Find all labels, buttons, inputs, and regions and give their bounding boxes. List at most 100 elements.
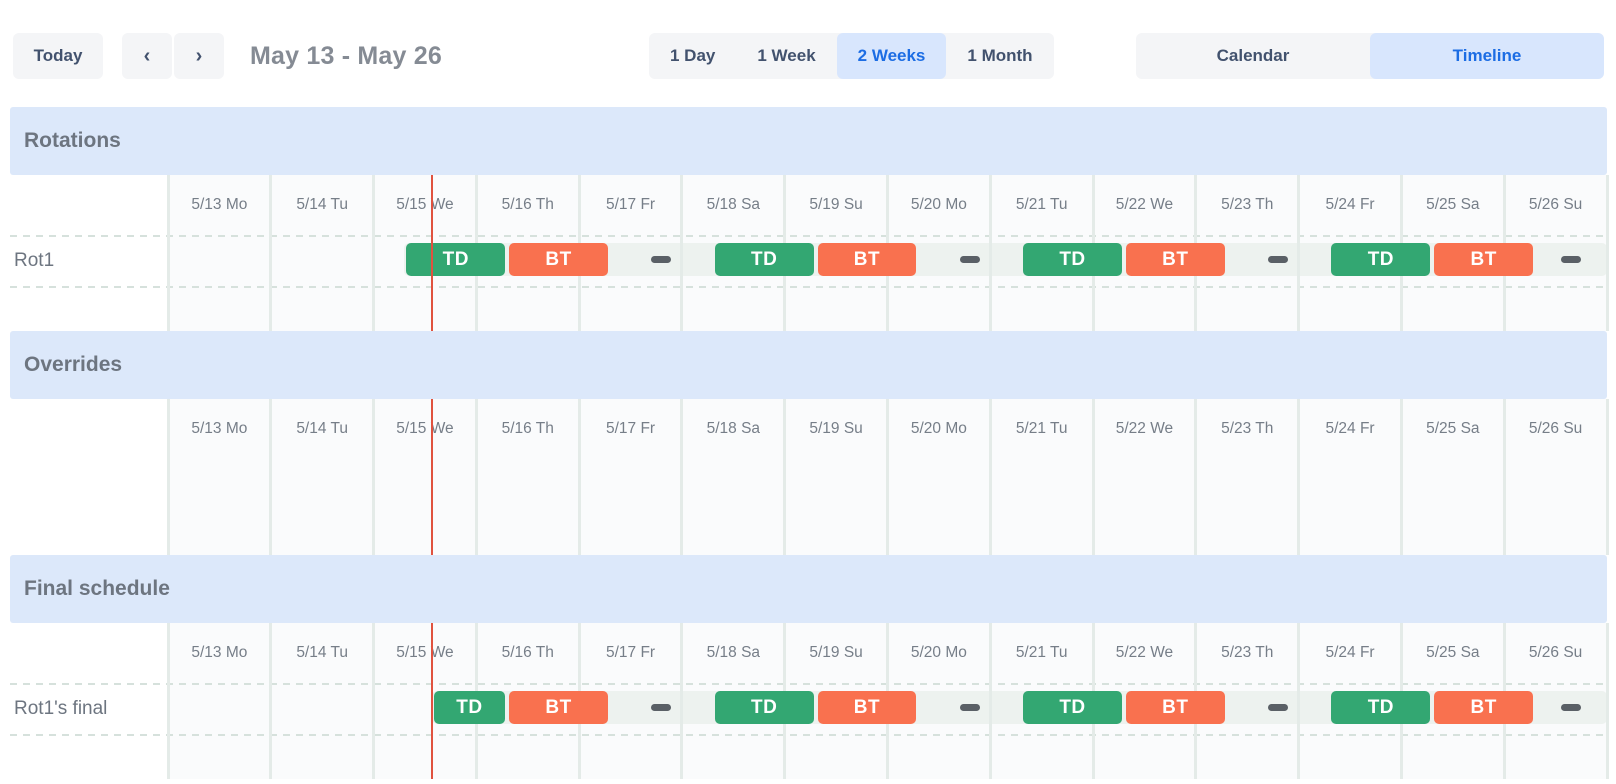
shift-bar-td[interactable]: TD [433, 691, 506, 724]
shift-bar-td[interactable]: TD [1331, 691, 1431, 724]
grid-line [269, 623, 273, 779]
grid-line [1297, 623, 1301, 779]
section-title: Overrides [24, 353, 123, 376]
view-option-calendar[interactable]: Calendar [1136, 33, 1370, 79]
day-header: 5/23 Th [1221, 644, 1274, 661]
shift-bar-bt[interactable]: BT [817, 243, 917, 276]
gap-dash-icon [1561, 704, 1582, 711]
grid-line [1297, 175, 1301, 331]
shift-bar-td[interactable]: TD [1331, 243, 1431, 276]
shift-bar-bt[interactable]: BT [1434, 691, 1534, 724]
row-divider-dashed [10, 286, 1607, 288]
day-header: 5/22 We [1115, 420, 1174, 437]
day-header: 5/18 Sa [706, 196, 761, 213]
shift-bar-td[interactable]: TD [406, 243, 506, 276]
day-header: 5/19 Su [809, 644, 863, 661]
day-header: 5/19 Su [809, 420, 863, 437]
day-header: 5/26 Su [1528, 420, 1583, 437]
grid-line [680, 399, 684, 555]
section-header-overrides: Overrides [10, 331, 1607, 399]
gap-dash-icon [651, 704, 672, 711]
day-header: 5/13 Mo [191, 644, 248, 661]
section-rotations: Rotations 5/13 Mo 5/14 Tu 5/15 We 5/16 Th 5/1… [0, 107, 1616, 331]
grid-line [1502, 399, 1506, 555]
grid-line [166, 175, 170, 331]
day-header: 5/16 Th [501, 644, 554, 661]
day-header: 5/20 Mo [910, 196, 967, 213]
grid-line [269, 175, 273, 331]
section-overrides: Overrides 5/13 Mo 5/14 Tu 5/15 We 5/16 Th 5/1… [0, 331, 1616, 555]
grid-line [577, 399, 581, 555]
shift-bar-bt[interactable]: BT [1434, 243, 1534, 276]
day-header: 5/24 Fr [1325, 196, 1375, 213]
day-header: 5/25 Sa [1426, 644, 1480, 661]
day-header: 5/14 Tu [296, 196, 349, 213]
day-header: 5/22 We [1115, 644, 1174, 661]
shift-bar-td[interactable]: TD [1023, 243, 1122, 276]
zoom-option-1-day[interactable]: 1 Day [649, 33, 736, 79]
grid-line [886, 399, 889, 555]
shift-bar-bt[interactable]: BT [817, 691, 917, 724]
view-option-timeline[interactable]: Timeline [1370, 33, 1604, 79]
grid-line [474, 399, 478, 555]
grid-line [372, 175, 376, 331]
day-header: 5/21 Tu [1015, 420, 1068, 437]
shift-bar-td[interactable]: TD [1023, 691, 1122, 724]
chevron-left-icon[interactable]: ‹ [122, 33, 172, 79]
section-title: Rotations [24, 129, 121, 152]
gap-dash-icon [959, 704, 980, 711]
day-header: 5/25 Sa [1426, 196, 1480, 213]
day-header: 5/25 Sa [1426, 420, 1480, 437]
section-grid: 5/13 Mo 5/14 Tu 5/15 We 5/16 Th 5/17 Fr 5/18 … [0, 175, 1616, 331]
day-header: 5/17 Fr [605, 420, 656, 437]
day-header: 5/26 Su [1528, 644, 1583, 661]
day-header: 5/20 Mo [910, 644, 967, 661]
grid-line [1605, 623, 1609, 779]
day-header: 5/17 Fr [605, 196, 656, 213]
zoom-option-2-weeks[interactable]: 2 Weeks [836, 33, 947, 79]
section-grid: 5/13 Mo 5/14 Tu 5/15 We 5/16 Th 5/17 Fr 5/18 … [0, 623, 1616, 779]
day-header: 5/13 Mo [191, 420, 248, 437]
day-header: 5/14 Tu [296, 420, 349, 437]
day-header: 5/26 Su [1528, 196, 1583, 213]
gap-dash-icon [1268, 704, 1289, 711]
grid-line [680, 175, 684, 331]
shift-bar-bt[interactable]: BT [509, 243, 608, 276]
gap-dash-icon [1268, 256, 1289, 263]
day-header: 5/24 Fr [1325, 644, 1375, 661]
day-header: 5/17 Fr [605, 644, 656, 661]
day-header: 5/16 Th [501, 196, 554, 213]
now-indicator [430, 175, 433, 331]
grid-line [1399, 399, 1403, 555]
view-mode-group: Calendar Timeline [1136, 33, 1604, 79]
day-header: 5/15 We [396, 644, 454, 661]
row-label: Rot1's final [14, 697, 108, 719]
day-header: 5/14 Tu [296, 644, 349, 661]
today-button[interactable]: Today [13, 33, 103, 79]
now-indicator [430, 623, 433, 779]
day-header: 5/18 Sa [706, 644, 761, 661]
date-range-title: May 13 - May 26 [250, 41, 442, 70]
shift-bar-bt[interactable]: BT [509, 691, 608, 724]
shift-bar-bt[interactable]: BT [1125, 691, 1225, 724]
day-header: 5/24 Fr [1325, 420, 1375, 437]
toolbar: Today ‹ › May 13 - May 26 1 Day 1 Week 2… [0, 0, 1616, 107]
section-title: Final schedule [24, 577, 170, 600]
row-divider-dashed [10, 235, 1607, 237]
shift-bar-td[interactable]: TD [714, 691, 814, 724]
day-header: 5/13 Mo [191, 196, 248, 213]
day-header: 5/15 We [396, 420, 454, 437]
section-header-final-schedule: Final schedule [10, 555, 1607, 623]
row-divider-dashed [10, 683, 1607, 685]
shift-bar-bt[interactable]: BT [1125, 243, 1225, 276]
schedule-timeline: Rotations 5/13 Mo 5/14 Tu 5/15 We 5/16 Th 5/1… [0, 107, 1616, 779]
chevron-right-icon[interactable]: › [174, 33, 224, 79]
day-header: 5/21 Tu [1015, 196, 1068, 213]
zoom-option-1-week[interactable]: 1 Week [736, 33, 836, 79]
shift-bar-td[interactable]: TD [714, 243, 814, 276]
grid-line [988, 399, 992, 555]
zoom-option-1-month[interactable]: 1 Month [946, 33, 1053, 79]
now-indicator [430, 399, 433, 555]
grid-line [372, 399, 376, 555]
day-header: 5/22 We [1115, 196, 1174, 213]
